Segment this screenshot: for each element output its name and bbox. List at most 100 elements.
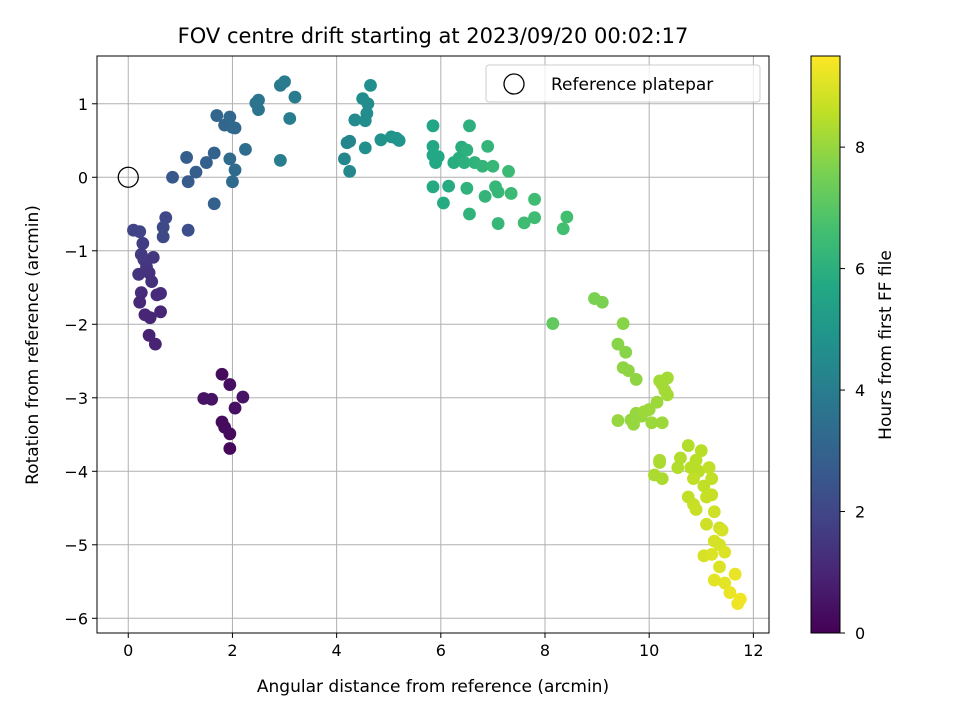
- scatter-point: [621, 364, 635, 377]
- x-tick-label: 12: [743, 641, 763, 660]
- scatter-point: [199, 156, 213, 169]
- scatter-point: [148, 337, 162, 351]
- scatter-point: [694, 444, 708, 458]
- scatter-point: [689, 503, 703, 516]
- scatter-point: [718, 545, 732, 559]
- x-axis-label: Angular distance from reference (arcmin): [257, 677, 609, 697]
- scatter-point: [426, 119, 440, 133]
- scatter-point: [504, 187, 518, 200]
- scatter-point: [705, 472, 719, 486]
- colorbar: 0 2 4 6 8 Hours from first FF file: [810, 55, 896, 643]
- scatter-point: [252, 103, 265, 117]
- scatter-point: [655, 416, 669, 430]
- chart-title: FOV centre drift starting at 2023/09/20 …: [178, 24, 689, 48]
- scatter-point: [619, 345, 633, 359]
- scatter-point: [528, 211, 541, 225]
- x-tick-label: 0: [123, 641, 133, 660]
- colorbar-tick-label: 8: [855, 138, 865, 157]
- scatter-point: [611, 337, 625, 351]
- scatter-point: [707, 505, 721, 519]
- scatter-point: [713, 560, 726, 574]
- scatter-point: [223, 427, 237, 441]
- scatter-point: [133, 225, 147, 239]
- x-tick-label: 2: [227, 641, 237, 660]
- scatter-point: [661, 388, 674, 402]
- legend: Reference platepar: [485, 64, 761, 103]
- scatter-point: [133, 295, 147, 309]
- scatter-point: [463, 207, 476, 221]
- scatter-point: [338, 152, 351, 166]
- scatter-point: [343, 165, 357, 178]
- reference-platepar-marker: [117, 166, 139, 188]
- colorbar-ticks: 0 2 4 6 8: [840, 138, 865, 643]
- scatter-point: [180, 151, 194, 164]
- scatter-point: [733, 592, 747, 606]
- scatter-point: [478, 189, 492, 203]
- colorbar-tick-label: 4: [855, 381, 865, 400]
- scatter-point: [700, 517, 713, 531]
- data-points: [127, 75, 747, 610]
- scatter-point: [517, 216, 531, 230]
- scatter-point: [364, 79, 377, 92]
- x-tick-label: 10: [639, 641, 659, 660]
- scatter-point: [689, 453, 703, 467]
- colorbar-label: Hours from first FF file: [876, 250, 896, 440]
- scatter-point: [207, 197, 221, 211]
- scatter-point: [556, 222, 570, 236]
- colorbar-tick-label: 2: [855, 503, 865, 522]
- x-tick-label: 4: [332, 641, 342, 660]
- scatter-point: [645, 416, 659, 430]
- scatter-point: [718, 576, 732, 590]
- scatter-point: [145, 275, 159, 289]
- scatter-point: [134, 286, 148, 300]
- scatter-point: [426, 180, 440, 194]
- scatter-point: [181, 223, 195, 237]
- y-tick-label: −1: [64, 242, 88, 261]
- scatter-point: [358, 141, 372, 155]
- scatter-point: [223, 378, 237, 391]
- scatter-point: [154, 305, 167, 319]
- y-axis-label: Rotation from reference (arcmin): [23, 205, 43, 485]
- scatter-point: [715, 523, 729, 537]
- y-tick-label: 1: [78, 95, 88, 114]
- scatter-point: [674, 451, 687, 465]
- scatter-point: [460, 143, 474, 157]
- scatter-point: [156, 220, 170, 234]
- scatter-point: [616, 317, 630, 330]
- scatter-point: [627, 417, 640, 431]
- y-tick-label: −2: [64, 315, 88, 334]
- scatter-point: [486, 159, 500, 173]
- scatter-point: [437, 196, 450, 210]
- colorbar-tick-label: 0: [855, 624, 865, 643]
- scatter-point: [132, 267, 146, 281]
- scatter-point: [156, 230, 170, 244]
- scatter-point: [728, 567, 742, 581]
- scatter-point: [166, 170, 179, 184]
- y-tick-label: −3: [64, 389, 88, 408]
- scatter-point: [476, 159, 489, 173]
- scatter-point: [205, 392, 219, 406]
- x-tick-label: 8: [540, 641, 550, 660]
- legend-box: [485, 64, 761, 103]
- scatter-point: [210, 109, 224, 122]
- scatter-point: [374, 133, 388, 147]
- plot-frame: [96, 55, 770, 634]
- scatter-point: [223, 152, 237, 166]
- x-tick-label: 6: [436, 641, 446, 660]
- scatter-point: [283, 112, 297, 125]
- y-tick-label: −6: [64, 609, 88, 628]
- scatter-point: [392, 134, 406, 147]
- scatter-point: [236, 390, 250, 404]
- scatter-point: [429, 156, 443, 169]
- scatter-point: [223, 442, 237, 455]
- y-axis-ticks: −6 −5 −4 −3 −2 −1 0 1: [64, 95, 97, 628]
- scatter-point: [611, 414, 625, 427]
- colorbar-gradient: [810, 55, 841, 634]
- scatter-point: [655, 472, 669, 486]
- x-axis-ticks: 0 2 4 6 8 10 12: [123, 633, 764, 660]
- y-tick-label: 0: [78, 168, 88, 187]
- scatter-point: [426, 140, 440, 153]
- scatter-point: [707, 573, 721, 587]
- scatter-point: [146, 250, 160, 264]
- scatter-point: [228, 163, 242, 177]
